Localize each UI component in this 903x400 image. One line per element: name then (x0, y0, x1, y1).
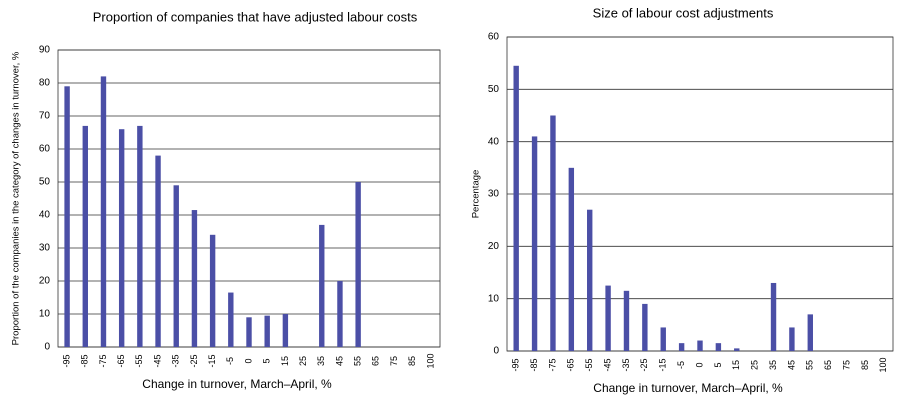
bar (118, 129, 125, 347)
y-tick-label: 10 (39, 309, 51, 320)
chart-title: Size of labour cost adjustments (593, 5, 774, 20)
bar (531, 136, 538, 351)
bar (550, 115, 556, 351)
y-tick-label: 20 (39, 276, 51, 287)
bar (807, 314, 813, 351)
bar (191, 210, 198, 347)
bar (209, 234, 216, 347)
bar (155, 155, 161, 347)
x-tick-label: -15 (658, 358, 668, 371)
bar (64, 86, 70, 348)
plot-frame (57, 49, 441, 348)
bar (678, 343, 685, 351)
y-tick-label: 30 (39, 243, 51, 254)
bar (789, 327, 795, 351)
y-tick-label: 60 (39, 144, 51, 155)
bar (568, 167, 575, 351)
x-tick-label: 0 (243, 358, 253, 363)
x-tick-label: 5 (262, 358, 272, 363)
bar (246, 317, 252, 347)
bar (715, 343, 722, 351)
x-tick-label: 85 (407, 356, 417, 366)
x-tick-label: -55 (584, 358, 594, 371)
bar (605, 285, 611, 351)
x-tick-label: -85 (80, 354, 90, 367)
x-tick-label: -55 (134, 354, 144, 367)
y-tick-label: 40 (39, 210, 51, 221)
bar (137, 125, 143, 348)
y-tick-label: 0 (493, 346, 499, 357)
bar (264, 315, 270, 347)
x-tick-label: 15 (731, 360, 741, 370)
x-tick-label: 5 (713, 362, 723, 367)
x-tick-label: 55 (353, 356, 363, 366)
y-axis-title: Proportion of the companies in the categ… (11, 51, 22, 345)
x-tick-label: -35 (171, 354, 181, 367)
x-tick-label: 65 (823, 360, 833, 370)
y-tick-label: 50 (488, 84, 500, 95)
y-tick-label: 80 (39, 78, 51, 89)
x-tick-label: 45 (786, 360, 796, 370)
x-axis-title: Change in turnover, March–April, % (142, 377, 332, 391)
x-tick-label: 100 (878, 357, 888, 372)
x-tick-label: -65 (116, 354, 126, 367)
bar (355, 182, 361, 347)
x-tick-label: 75 (841, 360, 851, 370)
x-tick-label: -5 (676, 361, 686, 369)
x-tick-label: -65 (566, 358, 576, 371)
x-tick-label: 25 (298, 356, 308, 366)
y-axis-title: Percentage (471, 170, 482, 219)
chart-title: Proportion of companies that have adjust… (93, 9, 418, 24)
bar (623, 290, 630, 351)
x-tick-label: 15 (280, 356, 290, 366)
y-tick-label: 0 (44, 342, 50, 353)
x-tick-label: 75 (389, 356, 399, 366)
x-tick-label: -25 (189, 354, 199, 367)
x-tick-label: -5 (225, 357, 235, 365)
bar (100, 76, 107, 348)
bar (642, 303, 648, 351)
x-tick-label: -85 (529, 358, 539, 371)
x-tick-label: -75 (98, 354, 108, 367)
bar (697, 340, 703, 351)
x-tick-label: -45 (152, 354, 162, 367)
bar (770, 282, 777, 351)
x-tick-label: 45 (334, 356, 344, 366)
bar (734, 348, 740, 351)
y-tick-label: 50 (39, 177, 51, 188)
x-tick-label: -25 (639, 358, 649, 371)
bar (513, 65, 519, 352)
x-tick-label: -35 (621, 358, 631, 371)
x-tick-label: -95 (61, 354, 71, 367)
x-tick-label: 0 (694, 362, 704, 367)
x-tick-label: 100 (425, 353, 435, 368)
y-tick-label: 90 (39, 45, 51, 56)
bar (337, 281, 343, 347)
y-tick-label: 20 (488, 241, 500, 252)
x-tick-label: 35 (316, 356, 326, 366)
x-tick-label: 85 (860, 360, 870, 370)
x-tick-label: -95 (511, 358, 521, 371)
bar (660, 327, 666, 351)
bar (173, 185, 179, 347)
x-tick-label: 65 (371, 356, 381, 366)
bar (319, 224, 325, 347)
bar (228, 292, 234, 347)
y-tick-label: 60 (488, 32, 500, 43)
x-axis-title: Change in turnover, March–April, % (593, 381, 783, 395)
x-tick-label: 55 (805, 360, 815, 370)
y-tick-label: 30 (488, 189, 500, 200)
y-tick-label: 10 (488, 293, 500, 304)
bar (82, 125, 88, 348)
x-tick-label: -15 (207, 354, 217, 367)
bar (282, 314, 289, 347)
x-tick-label: 35 (768, 360, 778, 370)
y-tick-label: 70 (39, 111, 51, 122)
bar (587, 209, 593, 351)
y-tick-label: 40 (488, 136, 500, 147)
x-tick-label: -45 (602, 358, 612, 371)
x-tick-label: 25 (750, 360, 760, 370)
x-tick-label: -75 (547, 358, 557, 371)
